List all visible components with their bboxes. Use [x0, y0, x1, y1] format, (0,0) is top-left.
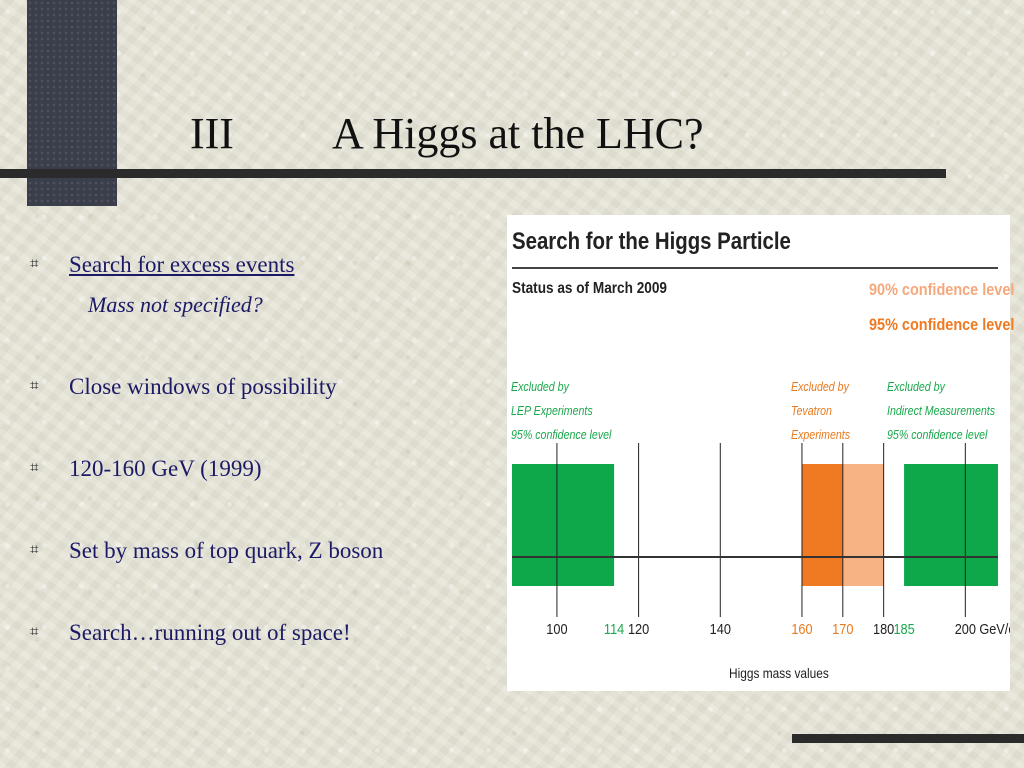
annotation-line: Excluded by	[791, 380, 849, 394]
region-tevatron-excluded-90	[842, 464, 884, 586]
annotation-line: Tevatron	[791, 404, 832, 418]
figure-title: Search for the Higgs Particle	[512, 228, 791, 255]
bullet-link-excess-events[interactable]: Search for excess events	[69, 252, 295, 277]
square-bullet-icon: ⌗	[30, 458, 39, 476]
bottom-divider	[792, 734, 1024, 743]
legend-90-confidence: 90% confidence level	[869, 280, 1015, 299]
annotation-line: Experiments	[791, 428, 851, 442]
square-bullet-icon: ⌗	[30, 254, 39, 272]
slide-title-number: III	[190, 109, 234, 158]
square-bullet-icon: ⌗	[30, 376, 39, 394]
x-axis-title: Higgs mass values	[729, 665, 829, 681]
tick-label-140: 140	[710, 620, 731, 637]
tick-label-170: 170	[832, 620, 853, 637]
higgs-search-figure: Search for the Higgs Particle Status as …	[507, 215, 1014, 691]
region-tevatron-excluded-95	[801, 464, 843, 586]
annotation-line: 95% confidence level	[887, 428, 988, 442]
bullet-text: Set by mass of top quark, Z boson	[69, 538, 384, 563]
tick-label-180: 180	[873, 620, 894, 637]
bullet-text: Close windows of possibility	[69, 374, 337, 399]
annotation-line: 95% confidence level	[511, 428, 612, 442]
bullet-text: 120-160 GeV (1999)	[69, 456, 262, 481]
bullet-sub-note: Mass not specified?	[88, 292, 263, 317]
square-bullet-icon: ⌗	[30, 622, 39, 640]
tick-label-185: 185	[893, 620, 914, 637]
slide-title: III A Higgs at the LHC?	[190, 108, 704, 159]
tick-label-114: 114	[604, 620, 625, 637]
unit-label: GeV/c	[979, 620, 1010, 637]
slide-title-text: A Higgs at the LHC?	[332, 109, 704, 158]
tick-label-200: 200	[955, 620, 976, 637]
title-divider	[0, 169, 946, 178]
annotation-lep: Excluded by LEP Experiments 95% confiden…	[511, 375, 611, 447]
annotation-tevatron: Excluded by Tevatron Experiments	[791, 375, 850, 447]
figure-rule	[512, 267, 998, 269]
annotation-indirect: Excluded by Indirect Measurements 95% co…	[887, 375, 995, 447]
region-lep-excluded	[512, 464, 615, 586]
legend-95-confidence: 95% confidence level	[869, 315, 1015, 334]
tick-label-160: 160	[791, 620, 812, 637]
tick-label-100: 100	[546, 620, 567, 637]
bullet-text: Search…running out of space!	[69, 620, 351, 645]
figure-status: Status as of March 2009	[512, 280, 667, 297]
annotation-line: LEP Experiments	[511, 404, 593, 418]
annotation-line: Indirect Measurements	[887, 404, 996, 418]
square-bullet-icon: ⌗	[30, 540, 39, 558]
annotation-line: Excluded by	[887, 380, 945, 394]
annotation-line: Excluded by	[511, 380, 569, 394]
region-indirect-excluded	[904, 464, 998, 586]
tick-label-120: 120	[628, 620, 649, 637]
